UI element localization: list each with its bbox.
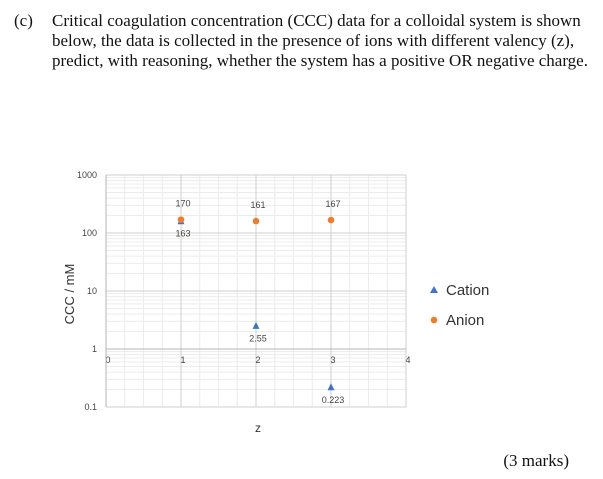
x-tick-label: 4 [405, 355, 410, 365]
x-axis-title: z [255, 421, 261, 435]
x-tick-label: 1 [180, 355, 185, 365]
question-text: Critical coagulation concentration (CCC)… [52, 11, 588, 70]
anion-point [327, 216, 335, 224]
legend-anion-label: Anion [446, 312, 484, 329]
cation-data-label: 2.55 [249, 333, 267, 343]
cation-point [252, 321, 260, 329]
y-tick-label: 1 [92, 344, 97, 354]
marks-label: (3 marks) [503, 451, 569, 470]
y-tick-label: 0.1 [84, 402, 97, 412]
x-tick-label: 3 [330, 355, 335, 365]
legend-cation-marker [430, 286, 438, 293]
y-tick-label: 10 [87, 286, 97, 296]
y-tick-label: 100 [82, 228, 97, 238]
anion-data-label: 161 [250, 200, 265, 210]
y-axis-title: CCC / mM [62, 264, 77, 325]
legend-cation-label: Cation [446, 282, 489, 299]
anion-data-label: 167 [325, 199, 340, 209]
question-label: (c) [14, 11, 33, 30]
anion-point [177, 216, 185, 223]
cation-data-label: 163 [175, 229, 190, 239]
cation-point [327, 383, 335, 391]
cation-data-label: 0.223 [322, 395, 345, 405]
legend-anion-marker [430, 316, 438, 324]
anion-point [252, 217, 260, 225]
anion-data-label: 170 [175, 199, 190, 209]
x-tick-label: 0 [105, 355, 110, 365]
x-tick-label: 2 [255, 355, 260, 365]
y-tick-label: 1000 [77, 170, 97, 180]
